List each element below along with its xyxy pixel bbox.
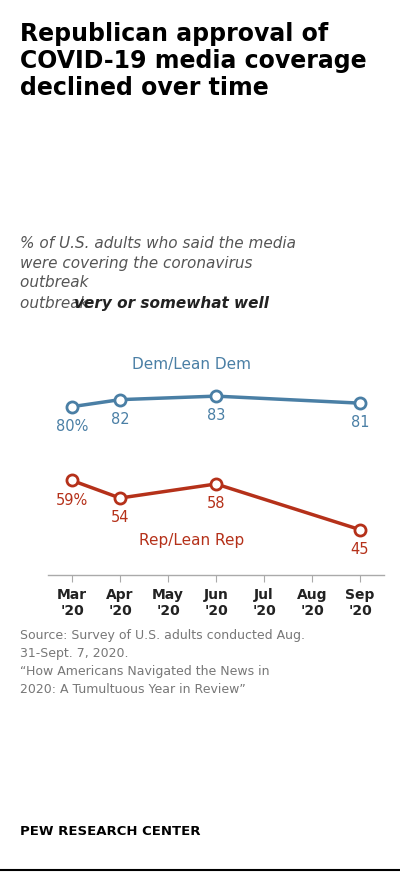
Text: Republican approval of
COVID-19 media coverage
declined over time: Republican approval of COVID-19 media co… [20,22,367,100]
Text: outbreak: outbreak [20,296,93,311]
Text: 82: 82 [111,412,129,427]
Text: 83: 83 [207,409,225,424]
Text: 58: 58 [207,496,225,511]
Text: 45: 45 [351,542,369,557]
Text: 80%: 80% [56,419,88,434]
Text: Source: Survey of U.S. adults conducted Aug.
31-Sept. 7, 2020.
“How Americans Na: Source: Survey of U.S. adults conducted … [20,629,305,696]
Text: Dem/Lean Dem: Dem/Lean Dem [132,357,252,372]
Text: 54: 54 [111,510,129,525]
Text: 81: 81 [351,416,369,431]
Text: % of U.S. adults who said the media
were covering the coronavirus
outbreak: % of U.S. adults who said the media were… [20,236,296,290]
Text: very or somewhat well: very or somewhat well [74,296,269,311]
Text: PEW RESEARCH CENTER: PEW RESEARCH CENTER [20,825,200,838]
Text: Rep/Lean Rep: Rep/Lean Rep [139,533,245,549]
Text: 59%: 59% [56,492,88,508]
